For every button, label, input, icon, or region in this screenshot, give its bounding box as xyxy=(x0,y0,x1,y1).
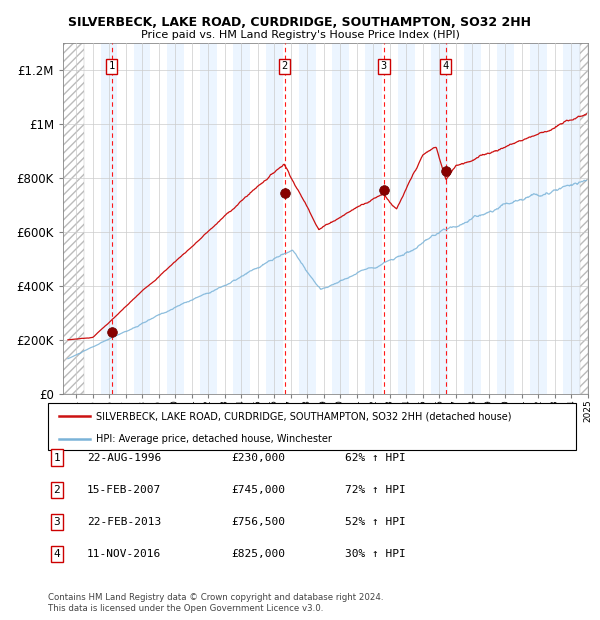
Text: 22-AUG-1996: 22-AUG-1996 xyxy=(87,453,161,463)
Text: 1: 1 xyxy=(109,61,115,71)
Text: 4: 4 xyxy=(53,549,61,559)
Text: SILVERBECK, LAKE ROAD, CURDRIDGE, SOUTHAMPTON, SO32 2HH (detached house): SILVERBECK, LAKE ROAD, CURDRIDGE, SOUTHA… xyxy=(95,411,511,421)
Text: 4: 4 xyxy=(442,61,449,71)
Text: £756,500: £756,500 xyxy=(231,517,285,527)
Text: 62% ↑ HPI: 62% ↑ HPI xyxy=(345,453,406,463)
Text: Contains HM Land Registry data © Crown copyright and database right 2024.
This d: Contains HM Land Registry data © Crown c… xyxy=(48,593,383,613)
Text: 3: 3 xyxy=(381,61,387,71)
Text: 72% ↑ HPI: 72% ↑ HPI xyxy=(345,485,406,495)
Text: 3: 3 xyxy=(53,517,61,527)
Bar xyxy=(431,43,448,394)
Text: 11-NOV-2016: 11-NOV-2016 xyxy=(87,549,161,559)
Bar xyxy=(398,43,415,394)
Text: SILVERBECK, LAKE ROAD, CURDRIDGE, SOUTHAMPTON, SO32 2HH: SILVERBECK, LAKE ROAD, CURDRIDGE, SOUTHA… xyxy=(68,16,532,29)
Bar xyxy=(563,43,580,394)
Text: 2: 2 xyxy=(281,61,287,71)
Bar xyxy=(299,43,316,394)
Text: 30% ↑ HPI: 30% ↑ HPI xyxy=(345,549,406,559)
Text: 52% ↑ HPI: 52% ↑ HPI xyxy=(345,517,406,527)
Bar xyxy=(68,43,85,394)
Text: 15-FEB-2007: 15-FEB-2007 xyxy=(87,485,161,495)
Text: £745,000: £745,000 xyxy=(231,485,285,495)
Bar xyxy=(530,43,547,394)
Text: £825,000: £825,000 xyxy=(231,549,285,559)
Bar xyxy=(332,43,349,394)
Bar xyxy=(167,43,184,394)
Bar xyxy=(580,43,588,394)
Bar xyxy=(134,43,151,394)
Bar xyxy=(63,43,85,394)
Bar xyxy=(266,43,283,394)
Bar xyxy=(365,43,382,394)
Bar xyxy=(464,43,481,394)
Text: 22-FEB-2013: 22-FEB-2013 xyxy=(87,517,161,527)
Bar xyxy=(200,43,217,394)
Text: 2: 2 xyxy=(53,485,61,495)
Bar xyxy=(233,43,250,394)
Text: 1: 1 xyxy=(53,453,61,463)
Bar xyxy=(497,43,514,394)
Text: HPI: Average price, detached house, Winchester: HPI: Average price, detached house, Winc… xyxy=(95,434,331,445)
FancyBboxPatch shape xyxy=(48,403,576,450)
Bar xyxy=(63,43,85,394)
Bar xyxy=(101,43,118,394)
Text: £230,000: £230,000 xyxy=(231,453,285,463)
Text: Price paid vs. HM Land Registry's House Price Index (HPI): Price paid vs. HM Land Registry's House … xyxy=(140,30,460,40)
